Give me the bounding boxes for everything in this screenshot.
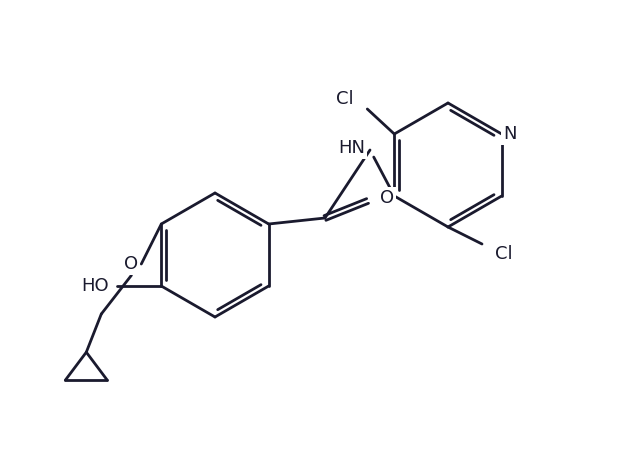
Text: Cl: Cl (495, 245, 513, 263)
Text: O: O (124, 255, 138, 273)
Text: O: O (380, 189, 394, 207)
Text: Cl: Cl (337, 90, 354, 108)
Text: HO: HO (81, 277, 109, 295)
Text: HN: HN (338, 139, 365, 157)
Text: N: N (503, 125, 516, 143)
